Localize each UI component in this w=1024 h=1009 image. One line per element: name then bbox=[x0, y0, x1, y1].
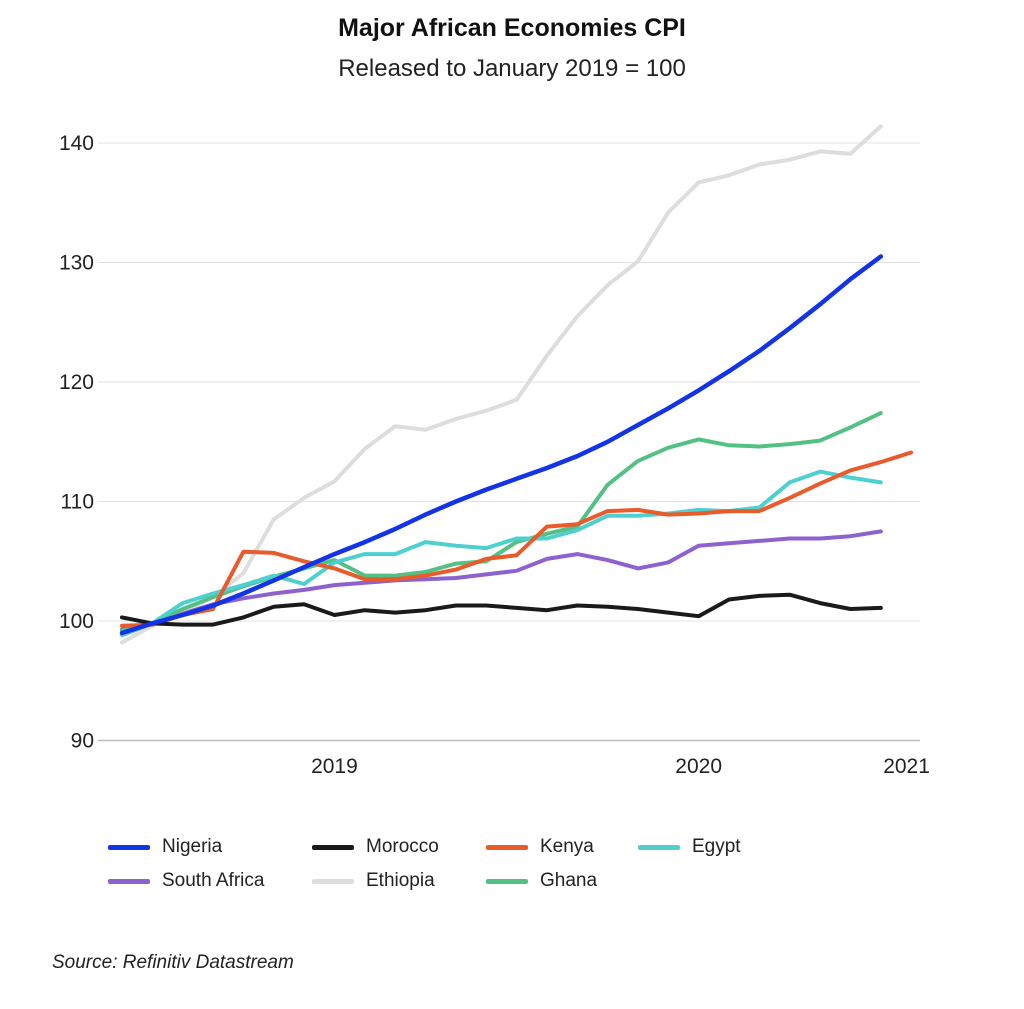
legend-label: Morocco bbox=[366, 836, 439, 857]
legend-swatch bbox=[638, 844, 680, 850]
legend-swatch bbox=[312, 844, 354, 850]
chart-title: Major African Economies CPI bbox=[338, 14, 686, 42]
legend-item-morocco: Morocco bbox=[312, 832, 439, 862]
legend-swatch bbox=[486, 844, 528, 850]
y-tick-label: 140 bbox=[59, 132, 94, 155]
y-tick-label: 130 bbox=[59, 252, 94, 275]
legend-item-south-africa: South Africa bbox=[108, 866, 264, 896]
x-tick-label-2021: 2021 bbox=[883, 755, 930, 778]
legend-item-ghana: Ghana bbox=[486, 866, 597, 896]
legend-label: Egypt bbox=[692, 836, 741, 857]
legend-swatch bbox=[108, 878, 150, 884]
legend-swatch bbox=[108, 844, 150, 850]
series-line-kenya bbox=[120, 450, 914, 628]
legend-swatch bbox=[486, 878, 528, 884]
y-tick-label: 90 bbox=[71, 730, 94, 753]
chart-subtitle: Released to January 2019 = 100 bbox=[338, 55, 686, 82]
source-note: Source: Refinitiv Datastream bbox=[52, 952, 294, 973]
line-chart: 90 100 110 120 130 140 2019 2020 2021 bbox=[59, 124, 930, 778]
x-tick-label-2020: 2020 bbox=[675, 755, 722, 778]
legend-label: Ethiopia bbox=[366, 870, 435, 891]
legend-item-egypt: Egypt bbox=[638, 832, 741, 862]
series-line-nigeria bbox=[119, 254, 884, 636]
series-line-south-africa bbox=[120, 529, 883, 632]
series-lines bbox=[119, 124, 914, 645]
legend-item-nigeria: Nigeria bbox=[108, 832, 222, 862]
y-tick-label: 120 bbox=[59, 371, 94, 394]
legend-item-ethiopia: Ethiopia bbox=[312, 866, 435, 896]
series-line-ethiopia bbox=[120, 124, 883, 645]
legend-item-kenya: Kenya bbox=[486, 832, 594, 862]
y-tick-label: 110 bbox=[61, 491, 94, 514]
x-tick-label-2019: 2019 bbox=[311, 755, 358, 778]
legend-label: Ghana bbox=[540, 870, 598, 891]
legend-label: Nigeria bbox=[162, 836, 223, 857]
axis-labels: 90 100 110 120 130 140 2019 2020 2021 bbox=[59, 132, 930, 778]
series-line-egypt bbox=[120, 469, 883, 638]
y-tick-label: 100 bbox=[59, 610, 94, 633]
legend-label: Kenya bbox=[540, 836, 594, 857]
series-line-morocco bbox=[120, 592, 883, 627]
legend-swatch bbox=[312, 878, 354, 884]
legend-label: South Africa bbox=[162, 870, 265, 891]
